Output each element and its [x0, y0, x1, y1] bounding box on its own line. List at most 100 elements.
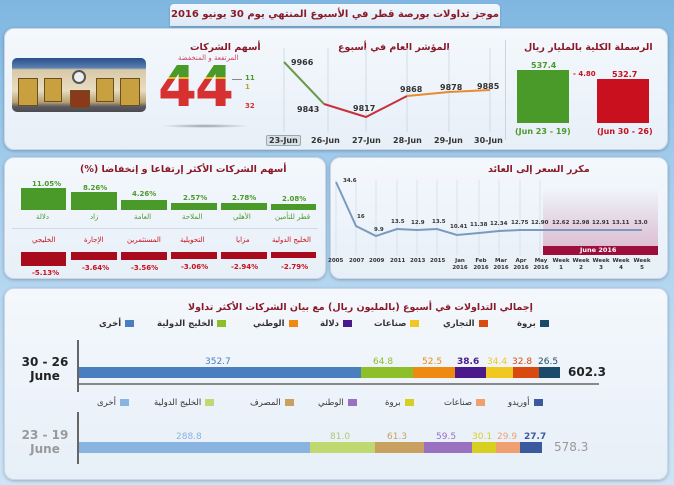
- loser-pct: -5.13%: [32, 269, 60, 277]
- pe-axis-label: Week 3: [592, 258, 610, 271]
- gainer-pct: 8.26%: [83, 184, 108, 192]
- pe-value: 12.9: [411, 220, 425, 226]
- june-highlight: [543, 188, 658, 246]
- gainer-name: العامة: [134, 213, 152, 221]
- legend1-item: الخليج الدولية: [157, 319, 227, 329]
- loser-name: الخليجي: [32, 236, 56, 244]
- pe-axis-label: Week 1: [552, 258, 570, 271]
- seg-value: 29.9: [497, 432, 518, 442]
- seg-value: 30.1: [472, 432, 493, 442]
- legend1-item: أخرى: [99, 319, 135, 329]
- stacked-bar-1: [79, 367, 560, 378]
- pe-value: 9.9: [374, 227, 384, 233]
- pe-value: 13.5: [391, 219, 405, 225]
- pe-value: 13.11: [612, 220, 630, 226]
- marketcap-bar-2: [597, 79, 649, 123]
- seg-value: 288.8: [176, 432, 202, 442]
- index-line-chart: [283, 48, 491, 132]
- pe-axis-label: May 2016: [533, 258, 549, 271]
- pe-axis-label: Jan 2016: [452, 258, 468, 271]
- index-value-6: 9885: [477, 82, 500, 91]
- gainer-name: الأهلي: [233, 213, 251, 221]
- pe-value: 16: [357, 214, 365, 220]
- seg-value: 52.5: [422, 357, 443, 367]
- legend1-item: الوطني: [253, 319, 298, 329]
- pe-value: 12.34: [490, 221, 508, 227]
- index-value-5: 9878: [440, 83, 463, 92]
- seg-value: 64.8: [373, 357, 394, 367]
- gainer-pct: 2.57%: [183, 194, 208, 202]
- pe-value: 12.75: [511, 220, 529, 226]
- pe-axis-label: 2015: [430, 258, 446, 264]
- index-date-1[interactable]: 23-Jun: [266, 135, 301, 146]
- marketcap-value-1: 537.4: [531, 61, 557, 70]
- period2-label: 23 - 19 June: [16, 428, 74, 456]
- pe-axis-label: 2005: [328, 258, 344, 264]
- legend1-item: التجاري: [443, 319, 488, 329]
- seg-value: 59.5: [436, 432, 457, 442]
- legend1-item: دلالة: [320, 319, 353, 329]
- index-date-4: 28-Jun: [393, 136, 422, 145]
- legend2-item: أوريدو: [508, 398, 543, 408]
- gainer-bar: [171, 203, 217, 210]
- legend2-item: المصرف: [250, 398, 294, 408]
- seg-value: 34.4: [487, 357, 508, 367]
- pe-value: 13.5: [432, 219, 446, 225]
- gainer-name: دلالة: [36, 213, 49, 221]
- page-title: موجز تداولات بورصة قطر في الأسبوع المنته…: [170, 4, 500, 26]
- marketcap-change: - 4.80: [573, 70, 596, 78]
- period1-line1: 30 - 26: [21, 355, 69, 369]
- june-label-bar: [543, 246, 658, 255]
- loser-name: المستثمرين: [127, 236, 161, 244]
- index-title: المؤشر العام في أسبوع: [338, 42, 450, 53]
- gainer-pct: 4.26%: [132, 190, 157, 198]
- companies-down: 32: [245, 102, 255, 110]
- loser-bar: [221, 252, 267, 259]
- pe-value: 11.38: [470, 222, 488, 228]
- period2-line1: 23 - 19: [21, 428, 69, 442]
- loser-bar: [171, 252, 217, 259]
- legend2-item: صناعات: [444, 398, 486, 408]
- pe-axis-label: Feb 2016: [473, 258, 489, 271]
- gainer-pct: 2.08%: [282, 195, 307, 203]
- total-1: 602.3: [568, 365, 606, 379]
- pe-value: 13.0: [634, 220, 648, 226]
- gainer-name: زاد: [90, 213, 99, 221]
- loser-pct: -3.56%: [131, 264, 159, 272]
- seg-value: 38.6: [457, 357, 480, 367]
- building-photo: [12, 58, 146, 112]
- pe-axis-label: Apr 2016: [513, 258, 529, 271]
- pe-axis-label: 2007: [349, 258, 365, 264]
- legend2-item: الخليج الدولية: [154, 398, 215, 408]
- index-value-4: 9868: [400, 85, 423, 94]
- index-date-3: 27-Jun: [352, 136, 381, 145]
- pe-axis-label: Week 4: [612, 258, 630, 271]
- pe-value: 12.98: [572, 220, 590, 226]
- loser-name: الإجارة: [84, 236, 104, 244]
- index-value-3: 9817: [353, 104, 376, 113]
- gainer-name: قطر للتأمين: [275, 213, 311, 221]
- seg-value: 352.7: [205, 357, 231, 367]
- gainer-bar: [21, 188, 66, 210]
- pe-axis-label: Mar 2016: [493, 258, 509, 271]
- pe-value: 34.6: [343, 178, 357, 184]
- index-value-1: 9966: [291, 58, 314, 67]
- legend1-item: صناعات: [374, 319, 420, 329]
- pe-value: 12.90: [531, 220, 549, 226]
- seg-value: 26.5: [538, 357, 559, 367]
- legend2-item: بروة: [385, 398, 414, 408]
- loser-bar: [121, 252, 167, 260]
- pe-line-chart: [335, 180, 642, 255]
- loser-pct: -2.94%: [231, 263, 259, 271]
- pe-axis-label: Week 2: [572, 258, 590, 271]
- loser-name: الخليج الدولية: [272, 236, 311, 244]
- pe-axis-label: 2009: [369, 258, 385, 264]
- seg-value: 61.3: [387, 432, 408, 442]
- loser-bar: [271, 252, 316, 258]
- period2-line2: June: [30, 442, 60, 456]
- total-2: 578.3: [554, 440, 589, 454]
- stacked-bar-2: [79, 442, 542, 453]
- pe-axis-label: Week 5: [633, 258, 651, 271]
- gainer-bar: [221, 203, 267, 210]
- marketcap-value-2: 532.7: [612, 70, 638, 79]
